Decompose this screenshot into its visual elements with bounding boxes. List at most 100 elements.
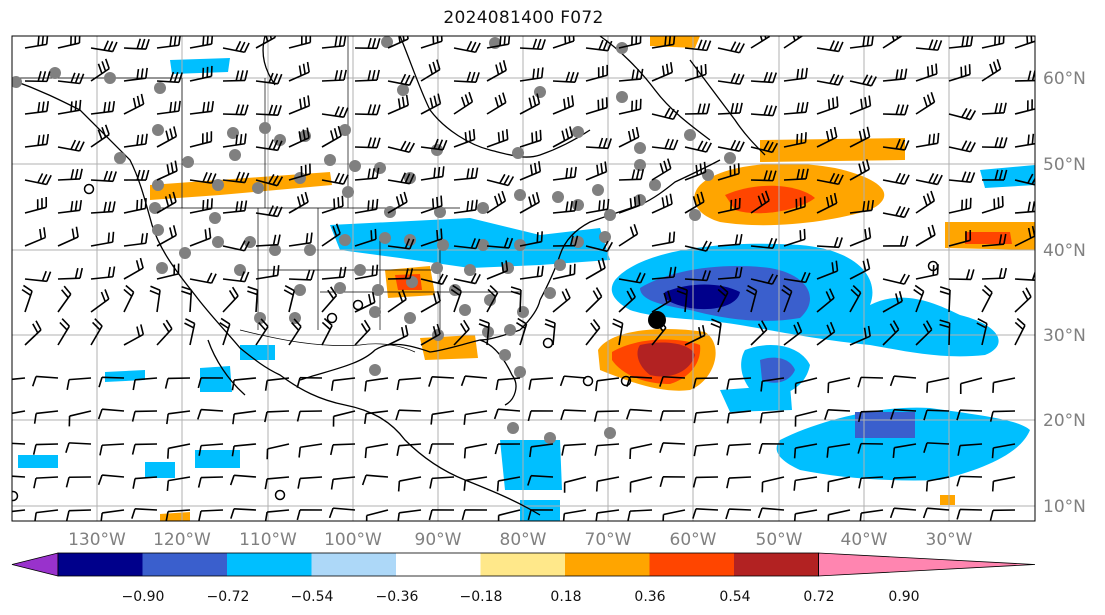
wind-barb-flag <box>659 376 664 387</box>
wind-barb-flag <box>1027 227 1032 239</box>
wind-barb-flag <box>696 193 701 205</box>
wind-barb-flag <box>536 38 542 50</box>
wind-barb-flag <box>701 325 706 336</box>
wind-barb-flag <box>66 379 70 390</box>
wind-barb-flag <box>529 164 533 175</box>
wind-barb-staff <box>134 476 158 480</box>
wind-barb-flag <box>334 36 338 47</box>
wind-barb-staff <box>465 443 488 449</box>
wind-barb-flag <box>659 442 664 454</box>
wind-barb-flag <box>298 65 302 76</box>
wind-barb-flag <box>898 291 903 302</box>
wind-barb-flag <box>994 137 999 148</box>
wind-barb-flag <box>43 227 47 238</box>
wind-barb-staff <box>795 509 818 515</box>
wind-barb-staff <box>36 410 59 415</box>
wind-barb-flag <box>668 36 672 46</box>
wind-barb-flag <box>871 36 874 46</box>
wind-barb-flag <box>692 508 697 519</box>
wind-barb-flag <box>659 162 665 174</box>
wind-barb-flag <box>197 377 202 389</box>
wind-barb-flag <box>595 287 603 297</box>
wind-barb-flag <box>1001 195 1004 207</box>
wind-barb-staff <box>399 377 422 381</box>
wind-barb-flag <box>401 96 405 108</box>
wind-barb-flag <box>928 39 934 50</box>
wind-barb-flag <box>41 134 45 145</box>
wind-barb-flag <box>244 200 248 211</box>
wind-barb-flag <box>1016 317 1026 326</box>
wind-barb-flag <box>640 68 644 80</box>
wind-barb-flag <box>145 169 150 181</box>
wind-barb-flag <box>376 38 381 49</box>
wind-barb-flag <box>409 238 415 250</box>
wind-barb-flag <box>140 233 144 244</box>
wind-barb-flag <box>701 270 707 281</box>
wind-barb-flag <box>1037 201 1039 211</box>
wind-barb-flag <box>837 75 844 86</box>
wind-barb-flag <box>198 445 202 456</box>
wind-barb-flag <box>998 102 1003 114</box>
wind-barb-flag <box>228 289 236 300</box>
wind-barb-flag <box>464 132 468 143</box>
wind-barb-staff <box>662 442 686 445</box>
wind-barb-flag <box>436 290 441 302</box>
wind-barb-flag <box>734 102 739 114</box>
wind-barb-staff <box>300 443 323 449</box>
wind-barb-staff <box>959 443 983 447</box>
wind-barb-flag <box>35 320 42 331</box>
wind-barb-flag <box>932 39 938 50</box>
wind-barb-flag <box>334 172 341 183</box>
wind-barb-flag <box>206 272 213 283</box>
wind-barb-staff <box>795 476 818 482</box>
colorbar-extend-min <box>11 552 59 577</box>
wind-barb-flag <box>297 478 301 489</box>
wind-barb-staff <box>399 509 422 514</box>
wind-barb-flag <box>957 445 961 456</box>
wind-barb-flag <box>891 477 895 489</box>
wind-barb-flag <box>466 71 472 82</box>
wind-barb-flag <box>704 63 707 75</box>
wind-barb-flag <box>528 196 533 207</box>
wind-barb-flag <box>904 235 909 247</box>
wind-barb-flag <box>595 380 598 392</box>
wind-barb-flag <box>230 508 235 519</box>
wind-barb-flag <box>799 230 802 241</box>
wind-barb-flag <box>710 322 721 329</box>
colorbar-bin <box>565 553 650 576</box>
wind-barb-staff <box>101 376 125 379</box>
wind-barb-flag <box>696 66 699 78</box>
wind-barb-flag <box>112 266 116 277</box>
wind-barb-flag <box>428 509 433 521</box>
wind-barb-flag <box>825 130 830 142</box>
wind-barb-flag <box>65 477 70 488</box>
wind-barb-flag <box>371 168 376 179</box>
wind-barbs <box>12 36 1039 521</box>
wind-barb-flag <box>107 232 110 243</box>
wind-barb-staff <box>366 443 389 449</box>
wind-barb-flag <box>33 477 37 489</box>
wind-barb-flag <box>132 478 136 489</box>
colorbar-frame <box>57 552 819 577</box>
wind-barb-flag <box>961 171 967 182</box>
hurricane-marker <box>648 311 666 329</box>
wind-barb-flag <box>167 448 170 459</box>
wind-barb-staff <box>432 410 455 416</box>
wind-barb-flag <box>166 413 169 425</box>
wind-barb-flag <box>532 95 537 106</box>
wind-barb-flag <box>169 101 173 113</box>
wind-barb-flag <box>539 129 542 141</box>
colorbar-tick-label: 0.36 <box>634 589 665 605</box>
wind-barb-flag <box>169 227 174 238</box>
wind-barb-flag <box>501 190 507 202</box>
wind-barb-staff <box>762 377 785 383</box>
wind-barb-staff <box>135 377 158 381</box>
wind-barb-flag <box>474 42 481 53</box>
colorbar-tick-label: 0.90 <box>888 589 919 605</box>
wind-barb-flag <box>890 409 895 420</box>
wind-barb-flag <box>169 128 174 139</box>
wind-barb-staff <box>267 443 290 450</box>
wind-barb-staff <box>993 377 1016 384</box>
wind-barb-flag <box>961 36 965 47</box>
wind-barb-flag <box>833 126 838 138</box>
